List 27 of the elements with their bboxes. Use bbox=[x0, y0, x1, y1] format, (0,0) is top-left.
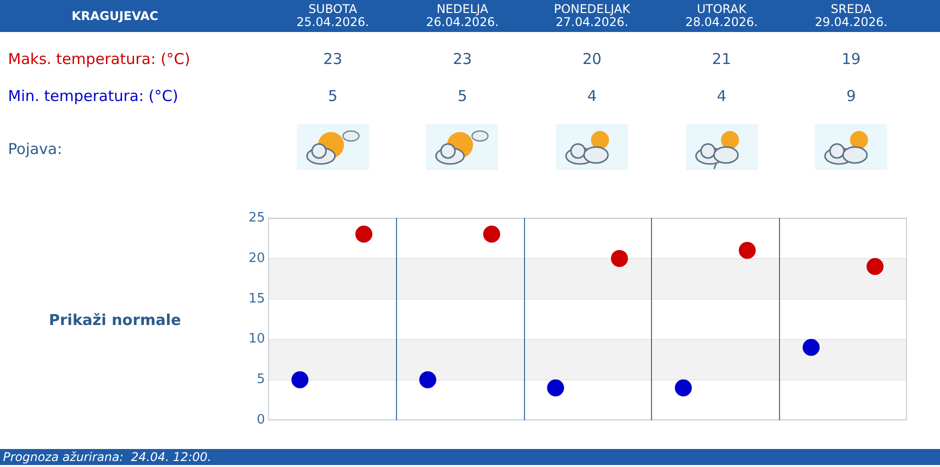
data-label: 5 bbox=[456, 87, 468, 105]
data-label: 21 bbox=[711, 50, 732, 68]
y-tick-label: 0 bbox=[256, 412, 265, 428]
data-label: 4 bbox=[716, 87, 728, 105]
text: Maks. temperatura: (°C) bbox=[8, 50, 190, 68]
text: Prikaži normale bbox=[48, 311, 182, 329]
text: Pojava: bbox=[8, 140, 62, 158]
text: SREDA 29.04.2026. bbox=[814, 2, 888, 29]
data-label: 5 bbox=[327, 87, 339, 105]
data-label: 23 bbox=[452, 50, 473, 68]
y-tick-label: 10 bbox=[248, 332, 265, 347]
text: Prognoza ažurirana: 24.04. 12:00. bbox=[0, 449, 940, 465]
text: KRAGUJEVAC bbox=[70, 9, 160, 23]
data-label: 20 bbox=[581, 50, 603, 68]
text: UTORAK 28.04.2026. bbox=[684, 2, 759, 29]
text: SUBOTA 25.04.2026. bbox=[296, 2, 370, 29]
y-tick-label: 15 bbox=[248, 291, 265, 306]
data-label: 23 bbox=[322, 50, 344, 68]
data-label: 9 bbox=[845, 87, 857, 105]
text: Min. temperatura: (°C) bbox=[8, 87, 178, 105]
text: NEDELJA 26.04.2026. bbox=[425, 2, 500, 29]
data-label: 4 bbox=[586, 87, 598, 105]
y-tick-label: 20 bbox=[248, 250, 265, 266]
y-tick-label: 25 bbox=[248, 210, 265, 226]
y-tick-label: 5 bbox=[256, 372, 265, 388]
text: PONEDELJAK 27.04.2026. bbox=[552, 2, 632, 29]
data-label: 19 bbox=[840, 50, 862, 68]
